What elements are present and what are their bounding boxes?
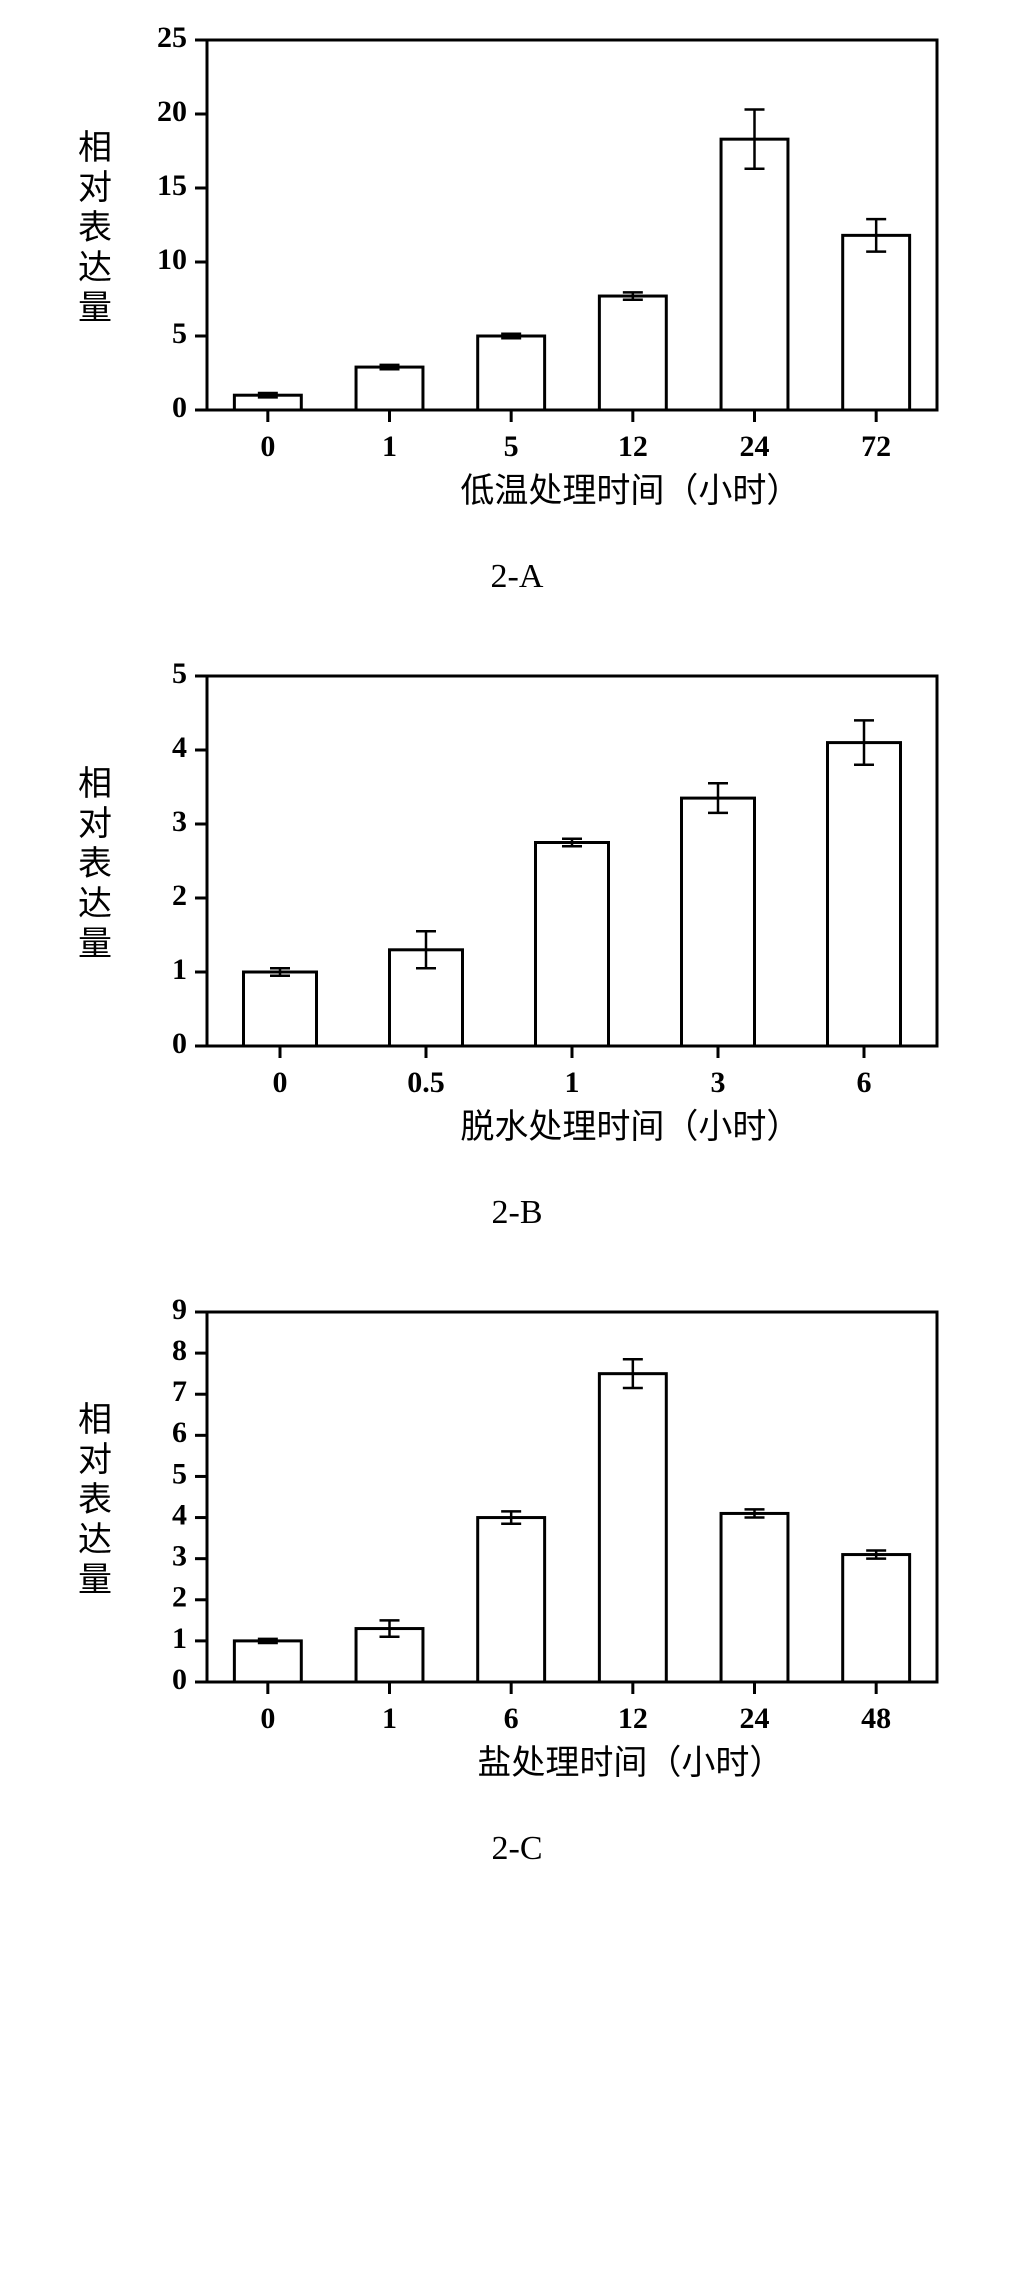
svg-text:6: 6 — [857, 1066, 872, 1099]
svg-text:1: 1 — [172, 1622, 187, 1655]
chart-2B-svg: 0 1 2 3 4 5 0 0.5 1 3 6 脱水处理时间（小时） 相对表达量 — [67, 656, 967, 1176]
svg-text:1: 1 — [382, 430, 397, 463]
panel-2B-label: 2-B — [492, 1194, 543, 1232]
svg-text:24: 24 — [740, 1702, 770, 1735]
svg-text:对: 对 — [78, 169, 112, 207]
svg-text:0.5: 0.5 — [407, 1066, 445, 1099]
svg-text:2: 2 — [172, 1581, 187, 1614]
svg-text:脱水处理时间（小时）: 脱水处理时间（小时） — [460, 1108, 800, 1146]
svg-text:1: 1 — [172, 953, 187, 986]
svg-text:对: 对 — [78, 805, 112, 843]
svg-text:4: 4 — [172, 731, 187, 764]
svg-text:3: 3 — [172, 1540, 187, 1573]
svg-text:达: 达 — [78, 1522, 112, 1559]
svg-text:25: 25 — [157, 21, 187, 54]
svg-text:量: 量 — [78, 926, 112, 963]
svg-text:低温处理时间（小时）: 低温处理时间（小时） — [460, 472, 800, 510]
svg-text:5: 5 — [172, 657, 187, 690]
svg-text:1: 1 — [382, 1702, 397, 1735]
svg-text:达: 达 — [78, 250, 112, 287]
svg-text:达: 达 — [78, 886, 112, 923]
svg-text:对: 对 — [78, 1441, 112, 1479]
svg-text:12: 12 — [618, 430, 648, 463]
panel-2A: 0510152025015122472低温处理时间（小时）相对表达量 2-A — [40, 20, 994, 596]
svg-text:0: 0 — [172, 1027, 187, 1060]
svg-text:5: 5 — [504, 430, 519, 463]
svg-text:表: 表 — [78, 1481, 112, 1519]
svg-text:盐处理时间（小时）: 盐处理时间（小时） — [477, 1744, 783, 1782]
svg-text:量: 量 — [78, 290, 112, 327]
svg-text:7: 7 — [172, 1375, 187, 1408]
svg-text:0: 0 — [273, 1066, 288, 1099]
panel-2A-label: 2-A — [491, 558, 544, 596]
svg-text:1: 1 — [565, 1066, 580, 1099]
svg-text:48: 48 — [861, 1702, 891, 1735]
svg-text:量: 量 — [78, 1562, 112, 1599]
svg-text:5: 5 — [172, 1457, 187, 1490]
panel-2B: 0 1 2 3 4 5 0 0.5 1 3 6 脱水处理时间（小时） 相对表达量 2-B — [40, 656, 994, 1232]
figure-page: 0510152025015122472低温处理时间（小时）相对表达量 2-A 0… — [0, 0, 1034, 1908]
svg-text:表: 表 — [78, 209, 112, 247]
svg-text:9: 9 — [172, 1293, 187, 1326]
chart-2C-svg: 0123456789016122448盐处理时间（小时）相对表达量 — [67, 1292, 967, 1812]
svg-text:表: 表 — [78, 845, 112, 883]
svg-text:相: 相 — [78, 1401, 112, 1439]
svg-text:12: 12 — [618, 1702, 648, 1735]
svg-text:3: 3 — [711, 1066, 726, 1099]
svg-text:15: 15 — [157, 169, 187, 202]
svg-text:0: 0 — [172, 391, 187, 424]
svg-text:72: 72 — [861, 430, 891, 463]
svg-text:10: 10 — [157, 243, 187, 276]
svg-text:2: 2 — [172, 879, 187, 912]
svg-text:5: 5 — [172, 317, 187, 350]
svg-text:8: 8 — [172, 1334, 187, 1367]
svg-text:4: 4 — [172, 1498, 187, 1531]
panel-2C-label: 2-C — [492, 1830, 543, 1868]
svg-text:0: 0 — [260, 430, 275, 463]
svg-text:相: 相 — [78, 765, 112, 803]
svg-text:3: 3 — [172, 805, 187, 838]
svg-text:0: 0 — [172, 1663, 187, 1696]
svg-text:6: 6 — [504, 1702, 519, 1735]
svg-text:相: 相 — [78, 129, 112, 167]
svg-text:6: 6 — [172, 1416, 187, 1449]
svg-text:20: 20 — [157, 95, 187, 128]
svg-text:0: 0 — [260, 1702, 275, 1735]
svg-text:24: 24 — [740, 430, 770, 463]
chart-2A-svg: 0510152025015122472低温处理时间（小时）相对表达量 — [67, 20, 967, 540]
panel-2C: 0123456789016122448盐处理时间（小时）相对表达量 2-C — [40, 1292, 994, 1868]
